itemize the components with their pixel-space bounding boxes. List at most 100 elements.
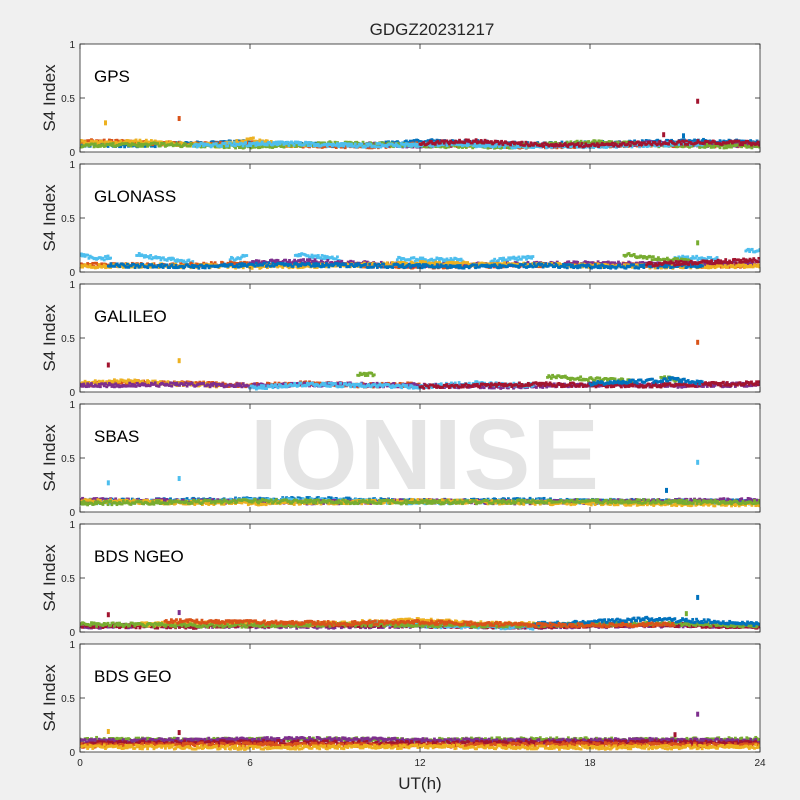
data-point (486, 146, 490, 150)
data-point (254, 259, 258, 262)
data-point (109, 142, 112, 146)
data-point (690, 144, 694, 148)
data-point (638, 261, 642, 265)
data-point (579, 144, 583, 148)
data-point (657, 256, 660, 260)
data-point (522, 265, 526, 269)
outlier-point (177, 116, 181, 122)
data-point (494, 264, 498, 268)
data-point (302, 143, 306, 146)
y-tick-label: 0.5 (61, 94, 75, 105)
data-point (181, 143, 185, 147)
data-point (700, 256, 704, 260)
data-point (728, 263, 732, 267)
data-point (424, 260, 427, 264)
data-point (153, 145, 157, 149)
data-point (325, 144, 329, 148)
data-point (329, 141, 333, 145)
data-point (450, 143, 454, 146)
data-point (364, 265, 367, 269)
data-point (379, 265, 383, 269)
data-point (695, 141, 699, 145)
data-point (273, 142, 277, 146)
data-point (454, 143, 458, 146)
data-point (286, 260, 290, 264)
data-point (430, 140, 433, 144)
data-point (580, 142, 584, 145)
data-point (293, 258, 297, 262)
data-point (686, 143, 690, 146)
data-point (558, 142, 562, 146)
data-point (518, 145, 522, 149)
data-point (683, 142, 687, 146)
data-point (319, 265, 323, 269)
data-point (329, 143, 333, 146)
data-point (540, 265, 543, 269)
outlier-point (682, 133, 685, 139)
data-point (101, 256, 105, 260)
data-point (438, 261, 441, 264)
data-point (333, 140, 337, 144)
data-point (244, 141, 248, 144)
data-point (353, 142, 357, 146)
data-point (718, 139, 722, 143)
data-point (101, 142, 105, 146)
data-point (584, 142, 588, 146)
data-point (633, 139, 637, 143)
data-point (521, 263, 525, 267)
data-point (313, 264, 317, 268)
data-point (488, 264, 491, 268)
data-point (509, 143, 512, 147)
data-point (146, 144, 149, 148)
data-point (239, 146, 243, 149)
data-point (365, 142, 369, 146)
data-point (165, 263, 169, 267)
data-point (281, 266, 285, 269)
data-point (401, 144, 404, 148)
data-point (543, 144, 547, 148)
data-point (197, 266, 201, 270)
data-point (468, 139, 472, 143)
data-point (336, 255, 339, 259)
data-point (156, 142, 160, 145)
data-point (695, 254, 699, 258)
data-point (202, 144, 205, 148)
data-point (234, 264, 238, 268)
data-point (402, 261, 406, 264)
data-point (497, 266, 500, 270)
data-point (526, 141, 529, 144)
data-point (294, 145, 297, 148)
data-point (277, 140, 281, 144)
data-point (468, 144, 472, 148)
data-point (550, 146, 554, 149)
data-point (209, 263, 213, 266)
data-point (667, 142, 671, 146)
data-point (402, 257, 406, 260)
data-point (330, 260, 333, 264)
data-point (207, 266, 211, 270)
data-point (706, 140, 710, 143)
data-point (190, 143, 194, 146)
data-point (261, 263, 265, 267)
data-point (350, 142, 353, 146)
data-point (560, 140, 564, 144)
data-point (231, 256, 235, 260)
data-point (578, 142, 582, 146)
data-point (425, 145, 429, 149)
data-point (703, 143, 707, 146)
data-point (281, 262, 285, 265)
data-point (749, 263, 753, 267)
data-point (236, 265, 240, 269)
data-point (280, 145, 283, 148)
data-point (534, 142, 538, 146)
data-point (634, 261, 638, 265)
data-point (350, 262, 354, 266)
data-point (82, 253, 86, 256)
data-point (276, 259, 280, 262)
data-point (337, 262, 341, 266)
data-point (597, 145, 600, 148)
data-point (713, 140, 716, 144)
data-point (606, 263, 610, 267)
data-point (306, 144, 310, 148)
